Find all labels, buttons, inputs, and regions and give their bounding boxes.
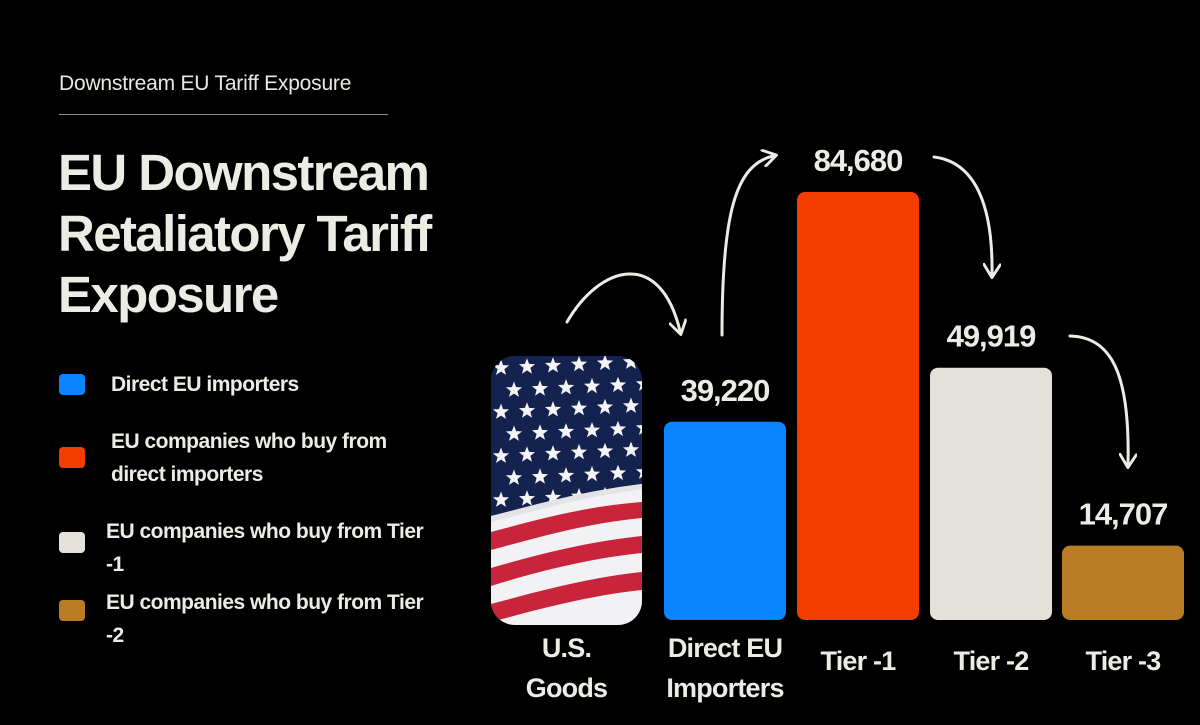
legend-label: EU companies who buy from Tier -1 xyxy=(106,520,424,576)
flag-star xyxy=(635,380,642,391)
legend-label: Direct EU importers xyxy=(111,373,299,396)
data-label: 49,919 xyxy=(947,319,1037,354)
flag-star xyxy=(570,399,588,416)
flag-star xyxy=(609,420,627,437)
legend-item-tier-3: EU companies who buy from Tier -2 xyxy=(59,586,426,652)
eyebrow-label: Downstream EU Tariff Exposure xyxy=(59,72,352,95)
curved-arrow-icon xyxy=(932,155,992,274)
bar-tier-1 xyxy=(797,192,919,620)
legend-swatch xyxy=(59,600,85,621)
bar-tier-2 xyxy=(930,367,1052,620)
flag-star xyxy=(518,490,536,506)
curved-arrow-icon xyxy=(720,156,773,337)
legend-item-tier-1: EU companies who buy from direct importe… xyxy=(59,425,431,491)
flag-star xyxy=(570,443,588,460)
flag-star xyxy=(570,356,588,372)
data-label: 84,680 xyxy=(814,143,903,178)
bar-tier-3 xyxy=(1062,545,1184,620)
flag-star xyxy=(492,359,510,375)
flag-star xyxy=(544,489,562,505)
flag-star xyxy=(518,402,536,418)
flag-star xyxy=(531,424,549,440)
legend-item-tier-2: EU companies who buy from Tier -1 xyxy=(59,515,426,581)
flag-star xyxy=(544,445,562,461)
flag-star xyxy=(622,397,640,413)
flag-star xyxy=(492,403,510,419)
tick-label: Tier -3 xyxy=(1086,646,1162,676)
flag-star xyxy=(492,491,510,507)
tick-label: Tier -1 xyxy=(821,646,897,676)
data-label: 39,220 xyxy=(681,373,770,408)
flag-star xyxy=(596,442,614,459)
flag-star xyxy=(544,401,562,417)
flag-star xyxy=(635,468,642,479)
flag-star xyxy=(583,377,601,394)
flag-star xyxy=(609,376,627,393)
flag-star xyxy=(505,469,523,485)
flag-star xyxy=(635,424,642,435)
flag-star xyxy=(609,464,627,481)
legend-swatch xyxy=(59,374,85,395)
legend-item-direct-importers: Direct EU importers xyxy=(59,368,431,401)
flag-star xyxy=(596,356,614,371)
legend-label: EU companies who buy from Tier -2 xyxy=(106,591,424,647)
flag-star xyxy=(531,380,549,396)
flag-star xyxy=(557,423,575,439)
flag-star xyxy=(544,357,562,373)
flag-star xyxy=(596,398,614,415)
legend-label: EU companies who buy from direct importe… xyxy=(111,430,387,486)
legend-swatch xyxy=(59,447,85,468)
tick-label: Direct EU Importers xyxy=(666,633,783,703)
data-label: 14,707 xyxy=(1079,497,1168,532)
flag-star xyxy=(583,421,601,438)
flag-star xyxy=(505,381,523,397)
curved-arrow-icon xyxy=(565,272,680,331)
tick-label: U.S. Goods xyxy=(526,633,608,703)
curved-arrow-icon xyxy=(1068,334,1128,464)
flag-star xyxy=(518,358,536,374)
flag-star xyxy=(622,441,640,457)
us-flag-image xyxy=(491,356,642,625)
page-title: EU Downstream Retaliatory Tariff Exposur… xyxy=(58,144,432,323)
tick-label: Tier -2 xyxy=(954,646,1029,676)
eyebrow-divider xyxy=(59,114,388,115)
flag-star xyxy=(518,446,536,462)
flag-star xyxy=(531,468,549,484)
legend-swatch xyxy=(59,532,85,553)
flag-star xyxy=(583,465,601,482)
flag-star xyxy=(557,467,575,483)
flag-star xyxy=(505,425,523,441)
flag-star xyxy=(557,379,575,395)
flag-star xyxy=(492,447,510,463)
bar-direct-eu-importers xyxy=(664,421,786,620)
